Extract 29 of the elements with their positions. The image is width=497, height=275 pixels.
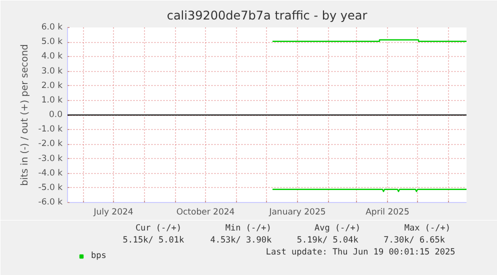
text: Avg (-/+) [314, 224, 361, 234]
x-tick-label: January 2025 [268, 208, 326, 218]
text: Last update: Thu Jun 19 00:01:15 2025 [266, 248, 456, 258]
y-tick-label: 1.0 k [41, 95, 63, 106]
y-tick-label: -2.0 k [38, 139, 63, 150]
x-tick-label: October 2024 [176, 208, 235, 218]
text: 7.30k/ 6.65k [384, 236, 446, 246]
y-tick-label: -5.0 k [38, 182, 63, 193]
text: 5.19k/ 5.04k [296, 236, 358, 246]
y-tick-label: 0.0 [48, 110, 63, 120]
y-axis-title: bits in (-) / out (+) per second [19, 44, 30, 186]
y-tick-label: 4.0 k [41, 52, 63, 62]
y-tick-label: -4.0 k [38, 168, 63, 178]
x-tick-label: April 2025 [366, 208, 410, 218]
y-tick-label: -3.0 k [38, 154, 63, 164]
chart-title: cali39200de7b7a traffic - by year [166, 8, 368, 22]
text: 5.15k/ 5.01k [122, 236, 184, 246]
y-tick-label: 3.0 k [41, 66, 63, 76]
y-tick-label: 6.0 k [41, 22, 63, 32]
legend-label: bps [91, 251, 108, 261]
text: 4.53k/ 3.90k [210, 236, 272, 246]
y-tick-label: 5.0 k [41, 37, 63, 48]
y-tick-label: -1.0 k [38, 124, 63, 135]
y-tick-label: -6.0 k [38, 198, 63, 208]
text: Cur (-/+) [135, 224, 182, 234]
y-tick-label: 2.0 k [41, 80, 63, 91]
text: Min (-/+) [225, 224, 272, 234]
text: Max (-/+) [404, 224, 450, 234]
x-tick-label: July 2024 [92, 208, 134, 218]
